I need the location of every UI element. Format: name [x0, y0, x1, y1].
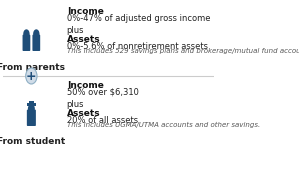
Text: Income: Income [67, 7, 103, 16]
Text: Assets: Assets [67, 35, 100, 44]
Text: This includes 529 savings plans and brokerage/mutual fund accounts.: This includes 529 savings plans and brok… [67, 48, 299, 54]
FancyBboxPatch shape [32, 35, 40, 51]
Text: Income: Income [67, 81, 103, 90]
Circle shape [33, 29, 39, 38]
Text: From student: From student [0, 137, 65, 146]
Circle shape [23, 29, 30, 38]
FancyBboxPatch shape [29, 101, 34, 103]
Text: 50% over $6,310: 50% over $6,310 [67, 88, 138, 97]
Circle shape [28, 104, 35, 114]
FancyBboxPatch shape [27, 110, 36, 126]
Text: 20% of all assets: 20% of all assets [67, 116, 138, 125]
Text: 0%-5.6% of nonretirement assets: 0%-5.6% of nonretirement assets [67, 42, 208, 51]
FancyBboxPatch shape [27, 103, 36, 106]
Text: plus: plus [67, 26, 84, 35]
Text: +: + [26, 69, 37, 82]
Text: 0%-47% of adjusted gross income: 0%-47% of adjusted gross income [67, 14, 210, 23]
Text: Assets: Assets [67, 109, 100, 118]
Text: This includes UGMA/UTMA accounts and other savings.: This includes UGMA/UTMA accounts and oth… [67, 122, 260, 128]
FancyBboxPatch shape [22, 35, 30, 51]
Circle shape [26, 68, 37, 84]
Text: From parents: From parents [0, 63, 65, 72]
Text: plus: plus [67, 100, 84, 109]
